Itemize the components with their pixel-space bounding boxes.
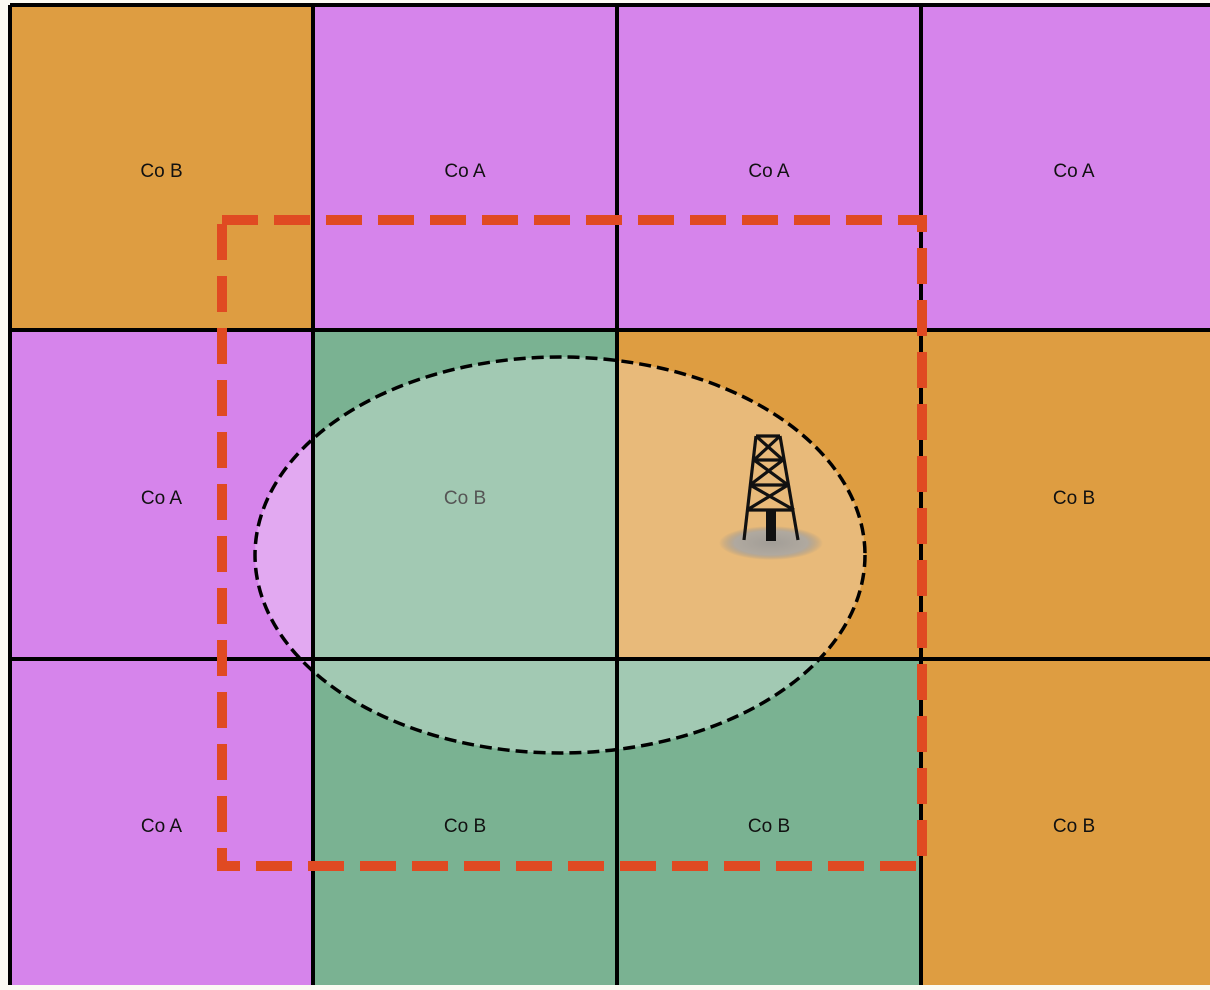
tract-label: Co B (748, 816, 790, 837)
tract-cell (921, 659, 1210, 985)
tract-label: Co A (1053, 161, 1095, 182)
tract-label: Co B (444, 488, 486, 509)
tract-label: Co A (141, 488, 183, 509)
tract-cell (617, 659, 921, 985)
tract-cell (313, 5, 617, 330)
tract-label: Co B (140, 161, 182, 182)
tract-label: Co B (444, 816, 486, 837)
tract-cell (10, 659, 313, 985)
tract-labels: Co B Co A Co A Co A Co A Co B Co B Co A Co B Co B… (140, 161, 1095, 837)
tract-cell (10, 5, 313, 330)
tract-label: Co B (1053, 816, 1095, 837)
tract-cell (617, 5, 921, 330)
tract-cell (921, 330, 1210, 659)
tract-cell (921, 5, 1210, 330)
tract-cell (313, 659, 617, 985)
drainage-area-fill (255, 357, 865, 753)
tract-grid (10, 5, 1210, 985)
tract-label: Co A (141, 816, 183, 837)
tract-label: Co A (748, 161, 790, 182)
drainage-area-outline (253, 355, 867, 755)
unit-boundary-outline (217, 215, 927, 871)
tract-cell (10, 330, 313, 659)
tract-cell (313, 330, 617, 659)
oil-derrick-icon (719, 434, 823, 560)
tract-boundaries (8, 3, 1210, 985)
tract-label: Co A (444, 161, 486, 182)
tract-label: Co B (1053, 488, 1095, 509)
